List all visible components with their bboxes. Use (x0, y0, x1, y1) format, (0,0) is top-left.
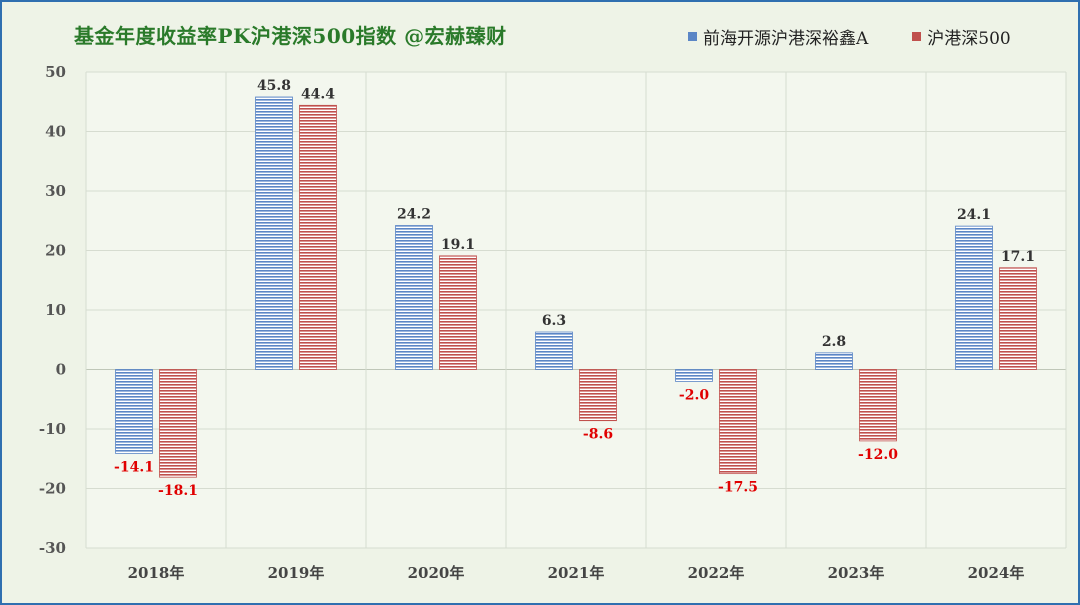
bar-series-b (859, 369, 897, 442)
legend-swatch-series-b (912, 32, 922, 41)
y-tick-label: -20 (39, 480, 66, 498)
data-label: -14.1 (114, 459, 154, 475)
x-tick-label: 2022年 (688, 564, 745, 582)
x-tick-label: 2024年 (968, 564, 1025, 582)
y-tick-label: 50 (45, 63, 66, 81)
bar-series-a (255, 96, 293, 370)
y-tick-label: 20 (45, 242, 66, 260)
y-tick-label: -10 (39, 420, 66, 438)
y-tick-label: 30 (45, 182, 66, 200)
legend: 前海开源沪港深裕鑫A 沪港深500 (688, 24, 1055, 49)
legend-label-series-b: 沪港深500 (927, 29, 1011, 49)
data-label: 24.1 (957, 207, 991, 223)
legend-swatch-series-a (688, 32, 697, 41)
x-tick-label: 2021年 (548, 564, 605, 582)
legend-item-series-a: 前海开源沪港深裕鑫A (688, 24, 868, 49)
bar-series-a (395, 225, 433, 370)
bar-series-a (115, 369, 153, 454)
legend-label-series-a: 前海开源沪港深裕鑫A (703, 29, 869, 49)
data-label: -12.0 (858, 447, 898, 463)
data-label: 19.1 (441, 237, 475, 253)
data-label: 24.2 (397, 207, 431, 223)
bar-series-b (159, 369, 197, 478)
bar-series-b (579, 369, 617, 422)
data-label: 44.4 (301, 86, 335, 102)
bar-series-b (299, 104, 337, 370)
bar-series-a (535, 331, 573, 370)
bar-series-a (955, 225, 993, 370)
bar-series-a (675, 369, 713, 382)
y-tick-label: 40 (45, 123, 66, 141)
data-label: 45.8 (257, 78, 291, 94)
y-tick-label: -30 (39, 539, 66, 557)
data-label: -2.0 (679, 387, 709, 403)
data-label: -8.6 (583, 427, 613, 443)
x-tick-label: 2019年 (268, 564, 325, 582)
legend-item-series-b: 沪港深500 (912, 24, 1011, 49)
x-tick-label: 2023年 (828, 564, 885, 582)
data-label: -17.5 (718, 480, 758, 496)
bar-series-a (815, 352, 853, 370)
y-tick-label: 10 (45, 301, 66, 319)
chart-title: 基金年度收益率PK沪港深500指数 @宏赫臻财 (74, 24, 507, 48)
data-label: 6.3 (542, 313, 566, 329)
x-tick-label: 2020年 (408, 564, 465, 582)
data-label: 17.1 (1001, 249, 1035, 265)
bar-series-b (999, 267, 1037, 370)
data-label: -18.1 (158, 483, 198, 499)
bar-series-b (719, 369, 757, 475)
y-tick-label: 0 (56, 361, 66, 379)
bar-series-b (439, 255, 477, 370)
x-tick-label: 2018年 (128, 564, 185, 582)
data-label: 2.8 (822, 334, 846, 350)
